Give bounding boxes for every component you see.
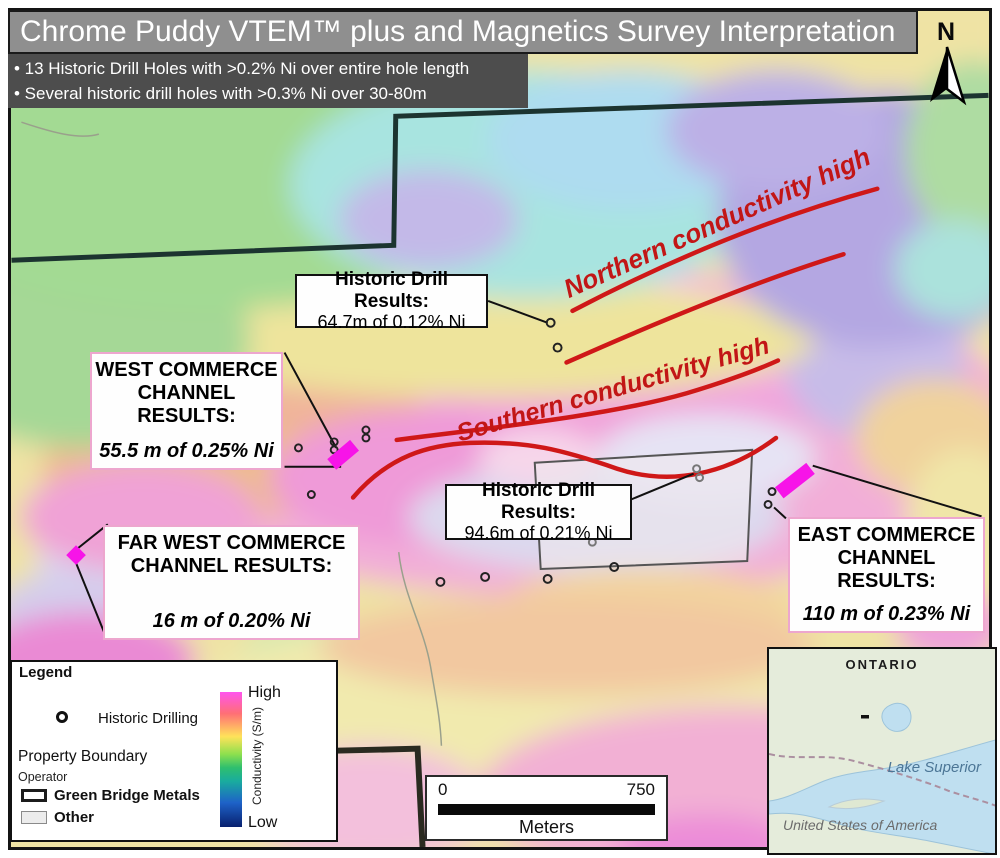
property-boundary-south [335, 745, 426, 847]
north-label: N [936, 18, 956, 46]
colorbar-low-label: Low [248, 814, 278, 831]
location-inset-map: ONTARIO Lake Superior United States of A… [767, 647, 997, 855]
inset-province-label: ONTARIO [845, 657, 919, 672]
operator-swatch-icon [21, 789, 47, 802]
callout-historic-north: Historic Drill Results: 64.7m of 0.12% N… [295, 269, 488, 332]
callout-title: EAST COMMERCE CHANNEL RESULTS: [797, 524, 976, 592]
scale-bar [438, 804, 655, 815]
conductor-lines [350, 186, 880, 500]
southern-conductor-upper [394, 358, 781, 443]
northern-conductor-lower [564, 252, 846, 365]
legend-operator-other-label: Other [54, 809, 95, 826]
callout-title: Historic Drill Results: [482, 480, 595, 524]
drill-holes-gray [587, 464, 705, 547]
colorbar-axis-label: Conductivity (S/m) [250, 706, 264, 806]
bullet-line: • 13 Historic Drill Holes with >0.2% Ni … [14, 59, 470, 78]
property-location-marker [861, 715, 869, 719]
stream-lines [21, 121, 443, 746]
inset-map-graphics [769, 649, 995, 853]
callout-value: 64.7m of 0.12% Ni [317, 311, 466, 332]
callout-east-commerce: EAST COMMERCE CHANNEL RESULTS: 110 m of … [788, 517, 985, 633]
callout-historic-mid: Historic Drill Results: 94.6m of 0.21% N… [445, 480, 632, 543]
scale-end-label: 750 [626, 780, 655, 799]
scale-bar-panel: 0 750 Meters [425, 775, 668, 841]
legend-operator-heading: Operator [18, 770, 68, 784]
inset-country-label: United States of America [783, 817, 938, 833]
map-title: Chrome Puddy VTEM™ plus and Magnetics Su… [8, 10, 918, 54]
callout-value: 16 m of 0.20% Ni [152, 610, 311, 632]
callout-value: 110 m of 0.23% Ni [802, 603, 971, 625]
bullet-line: • Several historic drill holes with >0.3… [14, 84, 427, 103]
colorbar-high-label: High [248, 684, 281, 701]
inset-lake-label: Lake Superior [887, 759, 981, 776]
operator-other-swatch-icon [21, 811, 47, 824]
legend-title: Legend [19, 664, 73, 681]
southern-conductor-lower [350, 435, 779, 500]
north-arrow-icon [930, 46, 967, 106]
legend-property-boundary-label: Property Boundary [18, 748, 148, 765]
legend-operator-gbm-label: Green Bridge Metals [54, 787, 200, 804]
callout-far-west-commerce: FAR WEST COMMERCE CHANNEL RESULTS: 16 m … [103, 525, 360, 640]
callout-title: FAR WEST COMMERCE CHANNEL RESULTS: [117, 532, 346, 577]
small-lake-shape [881, 702, 912, 732]
callout-west-commerce: WEST COMMERCE CHANNEL RESULTS: 55.5 m of… [90, 352, 283, 470]
legend-historic-drilling-label: Historic Drilling [98, 710, 199, 727]
scale-start-label: 0 [438, 780, 448, 799]
boundary-road-line [769, 753, 995, 807]
drill-holes [293, 317, 777, 587]
conductivity-colorbar [220, 692, 242, 827]
drill-hole-icon [56, 711, 68, 723]
map-subtitle-bullets: • 13 Historic Drill Holes with >0.2% Ni … [8, 54, 528, 108]
lake-superior-shape [769, 739, 995, 853]
isle-shape [827, 798, 886, 810]
northern-conductor-upper [570, 186, 880, 314]
callout-leaders [75, 299, 982, 637]
callout-value: 55.5 m of 0.25% Ni [99, 440, 274, 462]
property-boundary-line [11, 92, 989, 263]
callout-title: WEST COMMERCE CHANNEL RESULTS: [95, 359, 278, 427]
legend-panel: Legend Historic Drilling Property Bounda… [10, 660, 338, 842]
callout-value: 94.6m of 0.21% Ni [464, 522, 613, 543]
callout-title: Historic Drill Results: [335, 269, 448, 313]
scale-unit-label: Meters [518, 817, 574, 837]
